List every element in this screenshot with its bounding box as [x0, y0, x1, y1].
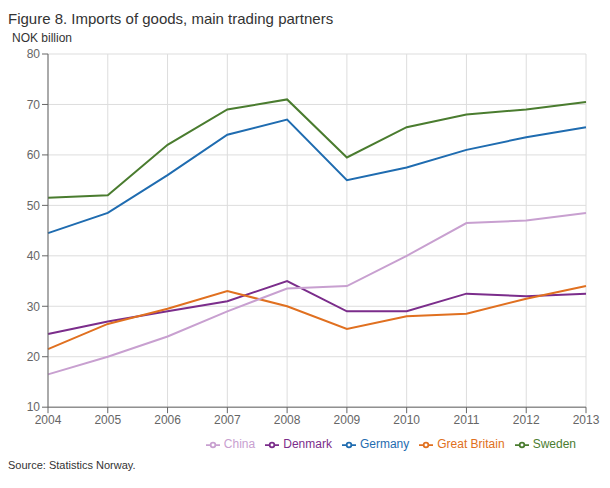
- html-text:Figure 8. Imports of goods, ma: Figure 8. Imports of goods, main trading…: [8, 10, 334, 27]
- svg-text:2013: 2013: [573, 413, 600, 427]
- svg-text:2004: 2004: [35, 413, 62, 427]
- html-text:Denmark: Denmark: [283, 437, 332, 452]
- svg-text:2008: 2008: [274, 413, 301, 427]
- svg-text:20: 20: [27, 350, 41, 364]
- svg-text:2007: 2007: [214, 413, 241, 427]
- svg-text:70: 70: [27, 98, 41, 112]
- html-text:Source: Statistics Norway.: Source: Statistics Norway.: [8, 459, 136, 471]
- html-text:China: China: [223, 437, 256, 452]
- svg-text:2012: 2012: [513, 413, 540, 427]
- svg-text:60: 60: [27, 148, 41, 162]
- html-text:Germany: Germany: [359, 437, 410, 452]
- svg-text:80: 80: [27, 47, 41, 61]
- html-text:Sweden: Sweden: [532, 437, 576, 452]
- svg-text:40: 40: [27, 249, 41, 263]
- svg-text:2010: 2010: [393, 413, 420, 427]
- svg-text:2009: 2009: [334, 413, 361, 427]
- html-text:NOK billion: NOK billion: [12, 31, 72, 45]
- svg-text:2005: 2005: [94, 413, 121, 427]
- svg-text:30: 30: [27, 300, 41, 314]
- svg-text:50: 50: [27, 199, 41, 213]
- html-text:Great Britain: Great Britain: [437, 437, 505, 452]
- svg-text:2006: 2006: [154, 413, 181, 427]
- svg-text:10: 10: [27, 400, 41, 414]
- svg-text:2011: 2011: [454, 413, 480, 427]
